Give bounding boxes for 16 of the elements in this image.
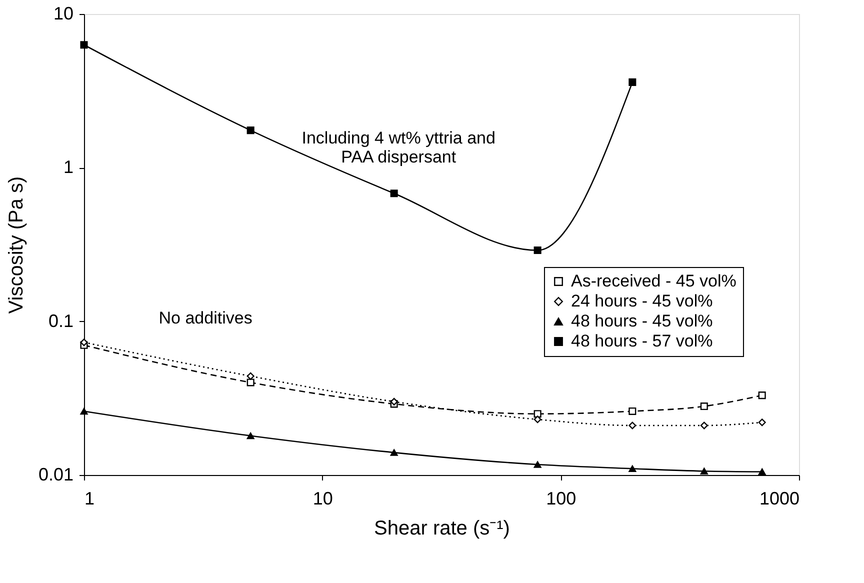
legend-label: 48 hours - 45 vol% <box>571 312 713 330</box>
x-tick-label: 100 <box>546 488 576 508</box>
x-tick-label: 1 <box>84 488 95 508</box>
y-axis-title: Viscosity (Pa s) <box>5 176 28 314</box>
y-tick-label: 0.1 <box>48 310 74 331</box>
y-tick-label: 10 <box>53 4 74 24</box>
legend-label: 24 hours - 45 vol% <box>571 292 713 310</box>
legend-label: 48 hours - 57 vol% <box>571 332 713 350</box>
annotation: Including 4 wt% yttria and PAA dispersant <box>302 128 496 166</box>
x-tick-label: 10 <box>312 488 333 508</box>
x-tick-label: 1000 <box>759 488 800 508</box>
y-tick-label: 1 <box>63 157 74 178</box>
annotation: No additives <box>158 308 252 328</box>
x-axis-title: Shear rate (s⁻¹) <box>374 518 510 540</box>
y-tick-label: 0.01 <box>38 464 74 484</box>
legend-label: As-received - 45 vol% <box>571 272 736 290</box>
